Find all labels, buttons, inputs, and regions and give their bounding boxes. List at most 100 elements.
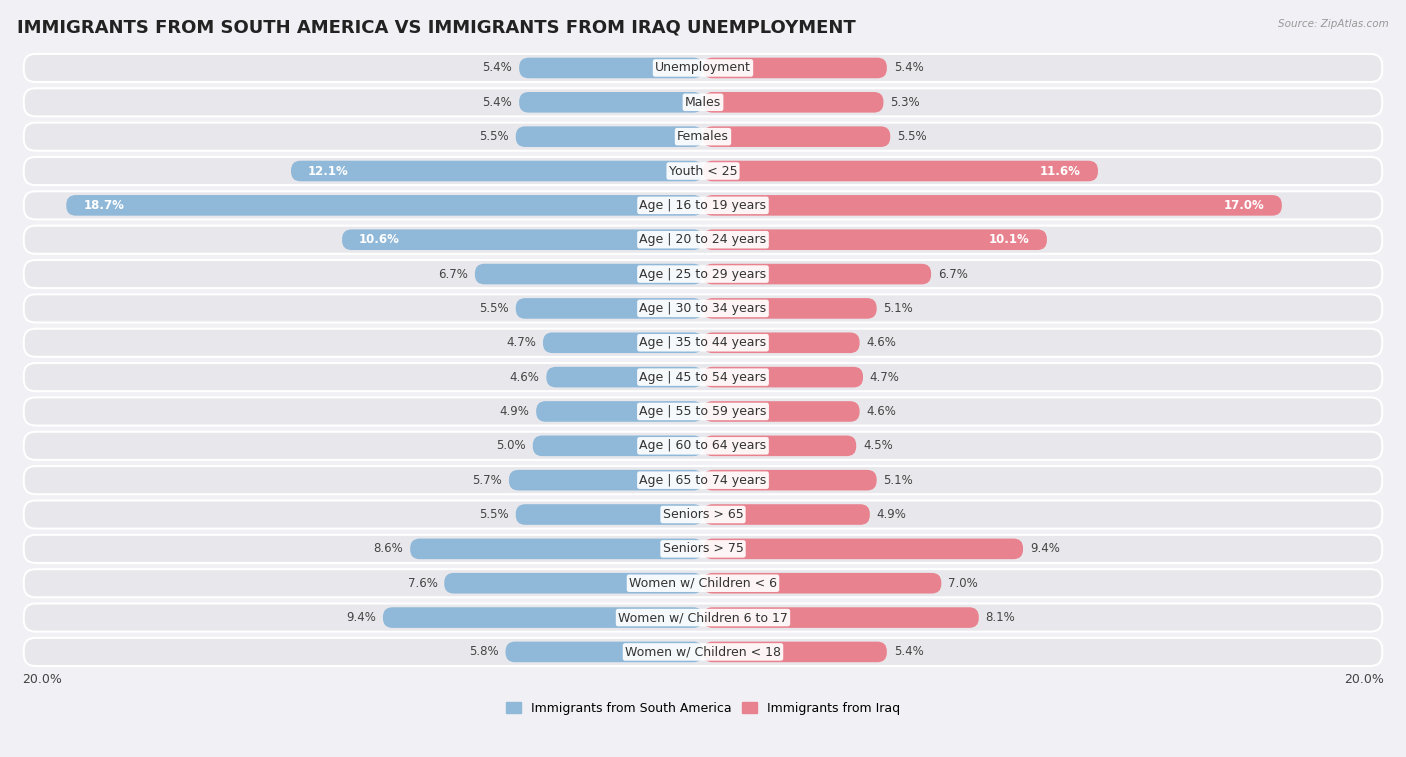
- FancyBboxPatch shape: [703, 573, 942, 593]
- FancyBboxPatch shape: [703, 332, 859, 353]
- Text: 5.0%: 5.0%: [496, 439, 526, 453]
- FancyBboxPatch shape: [547, 367, 703, 388]
- FancyBboxPatch shape: [24, 569, 1382, 597]
- Text: 5.4%: 5.4%: [482, 61, 512, 74]
- FancyBboxPatch shape: [24, 638, 1382, 666]
- FancyBboxPatch shape: [444, 573, 703, 593]
- Text: Age | 20 to 24 years: Age | 20 to 24 years: [640, 233, 766, 246]
- Text: Age | 55 to 59 years: Age | 55 to 59 years: [640, 405, 766, 418]
- Text: 11.6%: 11.6%: [1040, 164, 1081, 177]
- FancyBboxPatch shape: [703, 126, 890, 147]
- FancyBboxPatch shape: [24, 54, 1382, 82]
- FancyBboxPatch shape: [24, 192, 1382, 220]
- FancyBboxPatch shape: [536, 401, 703, 422]
- Text: Age | 25 to 29 years: Age | 25 to 29 years: [640, 267, 766, 281]
- Text: 5.5%: 5.5%: [479, 508, 509, 521]
- FancyBboxPatch shape: [24, 294, 1382, 322]
- Text: 8.1%: 8.1%: [986, 611, 1015, 624]
- FancyBboxPatch shape: [703, 195, 1282, 216]
- Legend: Immigrants from South America, Immigrants from Iraq: Immigrants from South America, Immigrant…: [506, 702, 900, 715]
- FancyBboxPatch shape: [703, 58, 887, 78]
- Text: 5.4%: 5.4%: [482, 96, 512, 109]
- Text: 4.6%: 4.6%: [866, 336, 896, 349]
- FancyBboxPatch shape: [24, 363, 1382, 391]
- FancyBboxPatch shape: [382, 607, 703, 628]
- FancyBboxPatch shape: [24, 500, 1382, 528]
- FancyBboxPatch shape: [703, 470, 877, 491]
- FancyBboxPatch shape: [703, 92, 883, 113]
- FancyBboxPatch shape: [703, 401, 859, 422]
- Text: 5.5%: 5.5%: [897, 130, 927, 143]
- Text: 4.9%: 4.9%: [499, 405, 529, 418]
- FancyBboxPatch shape: [516, 126, 703, 147]
- Text: 6.7%: 6.7%: [938, 267, 967, 281]
- Text: Age | 35 to 44 years: Age | 35 to 44 years: [640, 336, 766, 349]
- Text: 20.0%: 20.0%: [1344, 673, 1384, 687]
- Text: Women w/ Children 6 to 17: Women w/ Children 6 to 17: [619, 611, 787, 624]
- FancyBboxPatch shape: [506, 642, 703, 662]
- FancyBboxPatch shape: [66, 195, 703, 216]
- Text: 17.0%: 17.0%: [1225, 199, 1265, 212]
- Text: 5.7%: 5.7%: [472, 474, 502, 487]
- Text: 4.9%: 4.9%: [877, 508, 907, 521]
- Text: 20.0%: 20.0%: [22, 673, 62, 687]
- Text: 5.8%: 5.8%: [470, 646, 499, 659]
- Text: 4.5%: 4.5%: [863, 439, 893, 453]
- FancyBboxPatch shape: [703, 263, 931, 285]
- FancyBboxPatch shape: [703, 538, 1024, 559]
- FancyBboxPatch shape: [519, 92, 703, 113]
- Text: IMMIGRANTS FROM SOUTH AMERICA VS IMMIGRANTS FROM IRAQ UNEMPLOYMENT: IMMIGRANTS FROM SOUTH AMERICA VS IMMIGRA…: [17, 19, 856, 37]
- FancyBboxPatch shape: [703, 642, 887, 662]
- FancyBboxPatch shape: [342, 229, 703, 250]
- FancyBboxPatch shape: [24, 329, 1382, 357]
- Text: 8.6%: 8.6%: [374, 542, 404, 556]
- Text: 4.7%: 4.7%: [870, 371, 900, 384]
- FancyBboxPatch shape: [703, 229, 1047, 250]
- FancyBboxPatch shape: [24, 534, 1382, 563]
- Text: Youth < 25: Youth < 25: [669, 164, 737, 177]
- Text: 5.1%: 5.1%: [883, 302, 914, 315]
- Text: Women w/ Children < 18: Women w/ Children < 18: [626, 646, 780, 659]
- Text: 9.4%: 9.4%: [1029, 542, 1060, 556]
- Text: 18.7%: 18.7%: [83, 199, 124, 212]
- Text: Females: Females: [678, 130, 728, 143]
- Text: Age | 60 to 64 years: Age | 60 to 64 years: [640, 439, 766, 453]
- Text: Women w/ Children < 6: Women w/ Children < 6: [628, 577, 778, 590]
- Text: 6.7%: 6.7%: [439, 267, 468, 281]
- Text: 5.3%: 5.3%: [890, 96, 920, 109]
- Text: 7.6%: 7.6%: [408, 577, 437, 590]
- FancyBboxPatch shape: [509, 470, 703, 491]
- FancyBboxPatch shape: [24, 397, 1382, 425]
- FancyBboxPatch shape: [533, 435, 703, 456]
- Text: 4.7%: 4.7%: [506, 336, 536, 349]
- Text: 10.6%: 10.6%: [359, 233, 399, 246]
- FancyBboxPatch shape: [24, 89, 1382, 117]
- FancyBboxPatch shape: [24, 431, 1382, 460]
- FancyBboxPatch shape: [703, 160, 1098, 182]
- Text: 5.1%: 5.1%: [883, 474, 914, 487]
- FancyBboxPatch shape: [24, 226, 1382, 254]
- FancyBboxPatch shape: [24, 603, 1382, 631]
- FancyBboxPatch shape: [516, 298, 703, 319]
- Text: Seniors > 75: Seniors > 75: [662, 542, 744, 556]
- FancyBboxPatch shape: [703, 607, 979, 628]
- Text: 5.5%: 5.5%: [479, 302, 509, 315]
- Text: 9.4%: 9.4%: [346, 611, 377, 624]
- Text: 10.1%: 10.1%: [988, 233, 1029, 246]
- Text: 7.0%: 7.0%: [948, 577, 979, 590]
- FancyBboxPatch shape: [703, 504, 870, 525]
- Text: Unemployment: Unemployment: [655, 61, 751, 74]
- FancyBboxPatch shape: [703, 298, 877, 319]
- FancyBboxPatch shape: [24, 123, 1382, 151]
- Text: Age | 30 to 34 years: Age | 30 to 34 years: [640, 302, 766, 315]
- Text: 5.4%: 5.4%: [894, 61, 924, 74]
- FancyBboxPatch shape: [291, 160, 703, 182]
- Text: Age | 16 to 19 years: Age | 16 to 19 years: [640, 199, 766, 212]
- Text: 5.5%: 5.5%: [479, 130, 509, 143]
- Text: Age | 65 to 74 years: Age | 65 to 74 years: [640, 474, 766, 487]
- Text: Source: ZipAtlas.com: Source: ZipAtlas.com: [1278, 19, 1389, 29]
- FancyBboxPatch shape: [24, 466, 1382, 494]
- Text: 4.6%: 4.6%: [866, 405, 896, 418]
- FancyBboxPatch shape: [703, 435, 856, 456]
- Text: Age | 45 to 54 years: Age | 45 to 54 years: [640, 371, 766, 384]
